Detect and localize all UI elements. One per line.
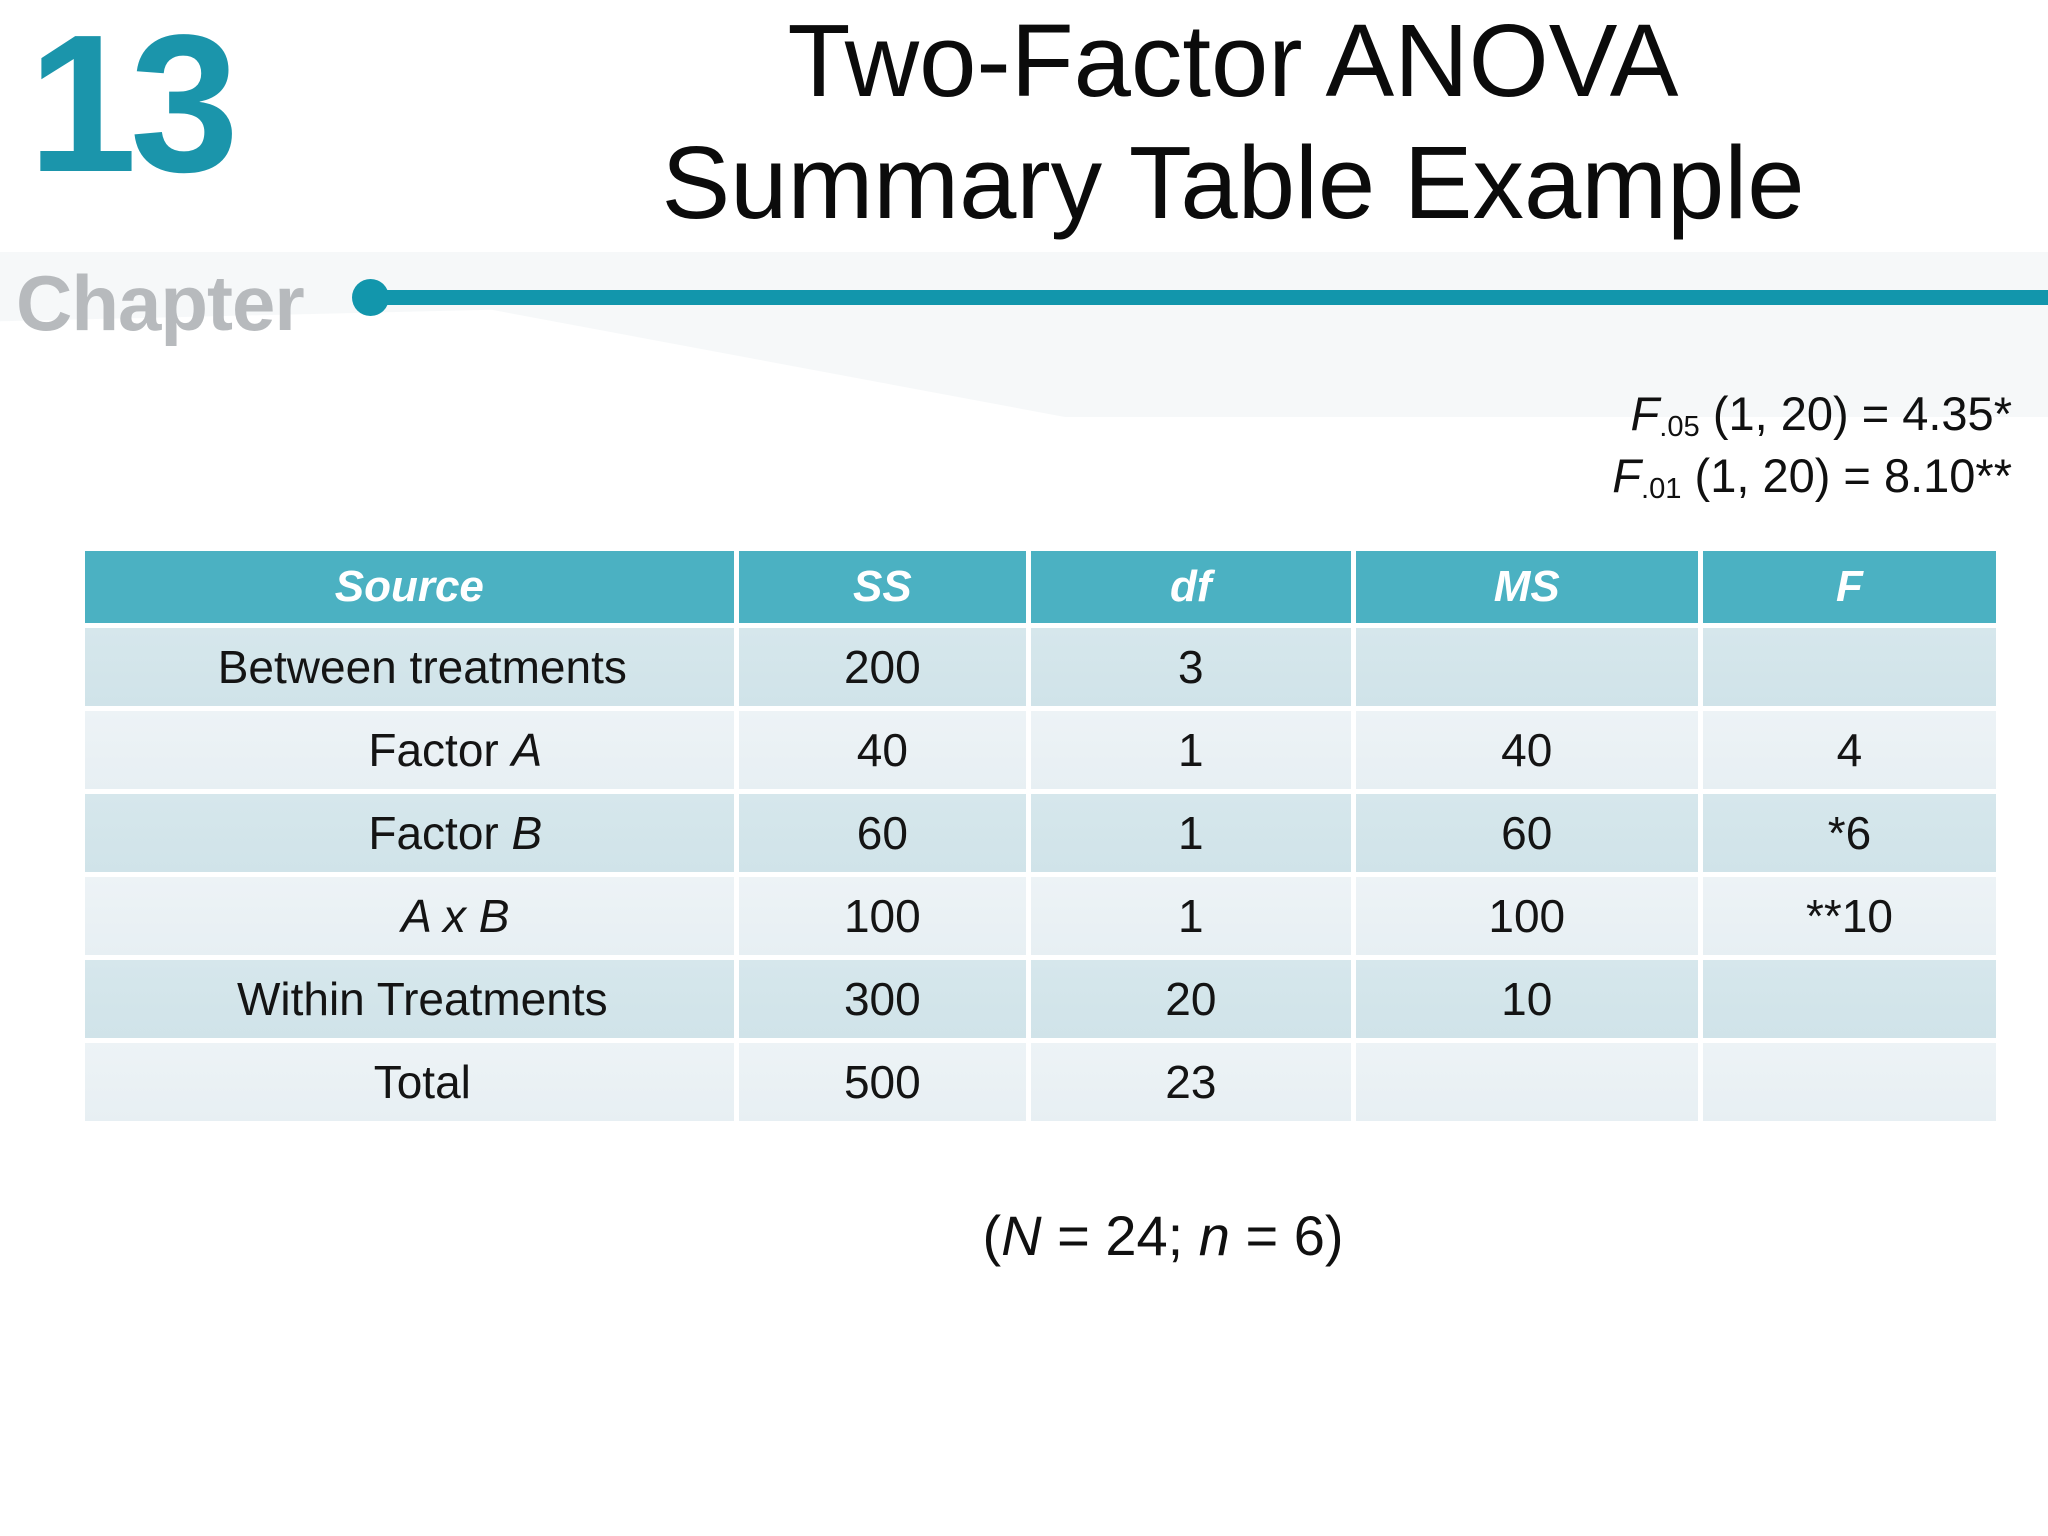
ms-cell — [1355, 628, 1698, 706]
source-cell: Total — [85, 1043, 734, 1121]
note-close: = 6) — [1229, 1204, 1344, 1267]
chapter-label: Chapter — [16, 259, 305, 347]
f-cell: **10 — [1702, 877, 1996, 955]
critical-f-values: F.05 (1, 20) = 4.35* F.01 (1, 20) = 8.10… — [1612, 383, 2012, 507]
table-row: Factor B 60 1 60 *6 — [85, 794, 1996, 872]
df-cell: 1 — [1031, 877, 1351, 955]
ms-cell: 100 — [1355, 877, 1698, 955]
source-label: Total — [373, 1056, 471, 1108]
source-label-italic: A x B — [401, 890, 510, 942]
f-cell — [1702, 960, 1996, 1038]
source-label: Factor — [368, 724, 512, 776]
ss-cell: 40 — [738, 711, 1027, 789]
table-header-row: Source SS df MS F — [85, 551, 1996, 623]
note-n: n — [1198, 1204, 1230, 1267]
note-mid: = 24; — [1041, 1204, 1199, 1267]
df-cell: 1 — [1031, 711, 1351, 789]
table-row: Total 500 23 — [85, 1043, 1996, 1121]
col-header-df: df — [1031, 551, 1351, 623]
source-cell: Between treatments — [85, 628, 734, 706]
col-header-ms: MS — [1355, 551, 1698, 623]
note-open-paren: ( — [982, 1204, 1002, 1267]
ss-cell: 300 — [738, 960, 1027, 1038]
table-row: Within Treatments 300 20 10 — [85, 960, 1996, 1038]
f-cell — [1702, 1043, 1996, 1121]
f-subscript: .05 — [1659, 411, 1700, 444]
ss-cell: 60 — [738, 794, 1027, 872]
f-value-text: (1, 20) = 4.35* — [1699, 387, 2012, 440]
ms-cell — [1355, 1043, 1698, 1121]
source-label-italic: A — [511, 724, 543, 776]
ms-cell: 10 — [1355, 960, 1698, 1038]
sample-size-note: (N = 24; n = 6) — [982, 1203, 1343, 1268]
ss-cell: 500 — [738, 1043, 1027, 1121]
table-row: A x B 100 1 100 **10 — [85, 877, 1996, 955]
table-row: Between treatments 200 3 — [85, 628, 1996, 706]
ss-cell: 200 — [738, 628, 1027, 706]
slide-title-line1: Two-Factor ANOVA — [787, 3, 1679, 118]
df-cell: 23 — [1031, 1043, 1351, 1121]
col-header-source: Source — [85, 551, 734, 623]
f-cell — [1702, 628, 1996, 706]
source-cell: Factor B — [85, 794, 734, 872]
anova-summary-table: Source SS df MS F Between treatments 200… — [80, 546, 2001, 1126]
slide-title-line2: Summary Table Example — [661, 124, 1805, 240]
f-subscript: .01 — [1640, 473, 1682, 506]
divider-line — [370, 290, 2048, 305]
f-value-text: (1, 20) = 8.10** — [1681, 449, 2012, 503]
f-cell: *6 — [1702, 794, 1996, 872]
col-header-f: F — [1702, 551, 1996, 623]
df-cell: 1 — [1031, 794, 1351, 872]
source-cell: Within Treatments — [85, 960, 734, 1038]
col-header-ss: SS — [738, 551, 1027, 623]
table-row: Factor A 40 1 40 4 — [85, 711, 1996, 789]
chapter-number: 13 — [28, 0, 239, 213]
slide-title: Two-Factor ANOVA Summary Table Example — [430, 0, 2036, 243]
df-cell: 3 — [1031, 628, 1351, 706]
note-N: N — [1001, 1204, 1042, 1267]
source-label-italic: B — [511, 807, 543, 859]
source-cell: Factor A — [85, 711, 734, 789]
critical-f-05: F.05 (1, 20) = 4.35* — [1612, 383, 2012, 445]
source-label: Between treatments — [217, 641, 627, 693]
f-symbol: F — [1612, 449, 1641, 503]
ms-cell: 40 — [1355, 711, 1698, 789]
source-cell: A x B — [85, 877, 734, 955]
f-symbol: F — [1630, 387, 1660, 440]
df-cell: 20 — [1031, 960, 1351, 1038]
f-cell: 4 — [1702, 711, 1996, 789]
ss-cell: 100 — [738, 877, 1027, 955]
ms-cell: 60 — [1355, 794, 1698, 872]
source-label: Within Treatments — [236, 973, 608, 1025]
source-label: Factor — [368, 807, 512, 859]
critical-f-01: F.01 (1, 20) = 8.10** — [1612, 445, 2012, 507]
